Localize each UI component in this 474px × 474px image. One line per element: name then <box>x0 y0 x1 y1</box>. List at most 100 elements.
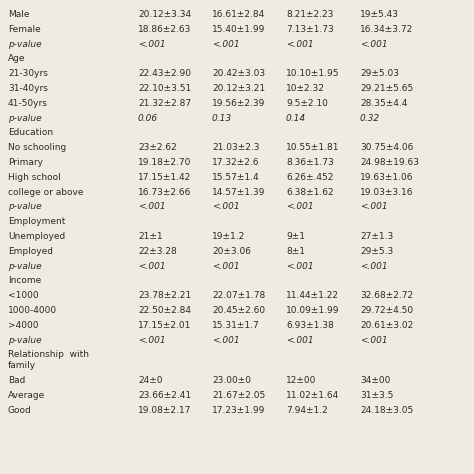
Text: 15.40±1.99: 15.40±1.99 <box>212 25 265 34</box>
Text: 19.08±2.17: 19.08±2.17 <box>138 406 191 415</box>
Text: 31-40yrs: 31-40yrs <box>8 84 48 93</box>
Text: 22.07±1.78: 22.07±1.78 <box>212 291 265 300</box>
Text: 20±3.06: 20±3.06 <box>212 247 251 256</box>
Text: 32.68±2.72: 32.68±2.72 <box>360 291 413 300</box>
Text: <1000: <1000 <box>8 291 38 300</box>
Text: 6.26±.452: 6.26±.452 <box>286 173 333 182</box>
Text: <.001: <.001 <box>138 40 165 49</box>
Text: 0.32: 0.32 <box>360 114 380 123</box>
Text: 9±1: 9±1 <box>286 232 305 241</box>
Text: p-value: p-value <box>8 114 42 123</box>
Text: 10.09±1.99: 10.09±1.99 <box>286 306 339 315</box>
Text: <.001: <.001 <box>212 40 240 49</box>
Text: 7.94±1.2: 7.94±1.2 <box>286 406 328 415</box>
Text: 8.21±2.23: 8.21±2.23 <box>286 10 333 19</box>
Text: 1000-4000: 1000-4000 <box>8 306 57 315</box>
Text: 15.31±1.7: 15.31±1.7 <box>212 321 260 330</box>
Text: 29±5.03: 29±5.03 <box>360 69 399 78</box>
Text: 22.50±2.84: 22.50±2.84 <box>138 306 191 315</box>
Text: 29±5.3: 29±5.3 <box>360 247 393 256</box>
Text: 31±3.5: 31±3.5 <box>360 391 393 400</box>
Text: 24.18±3.05: 24.18±3.05 <box>360 406 413 415</box>
Text: 23±2.62: 23±2.62 <box>138 143 177 152</box>
Text: college or above: college or above <box>8 188 83 197</box>
Text: <.001: <.001 <box>212 336 240 345</box>
Text: <.001: <.001 <box>212 262 240 271</box>
Text: 21.03±2.3: 21.03±2.3 <box>212 143 259 152</box>
Text: 12±00: 12±00 <box>286 376 316 385</box>
Text: <.001: <.001 <box>212 202 240 211</box>
Text: 20.61±3.02: 20.61±3.02 <box>360 321 413 330</box>
Text: Average: Average <box>8 391 45 400</box>
Text: 0.14: 0.14 <box>286 114 306 123</box>
Text: 19.03±3.16: 19.03±3.16 <box>360 188 413 197</box>
Text: 20.42±3.03: 20.42±3.03 <box>212 69 265 78</box>
Text: Female: Female <box>8 25 41 34</box>
Text: 20.12±3.34: 20.12±3.34 <box>138 10 191 19</box>
Text: Male: Male <box>8 10 29 19</box>
Text: 17.32±2.6: 17.32±2.6 <box>212 158 259 167</box>
Text: 21-30yrs: 21-30yrs <box>8 69 48 78</box>
Text: 30.75±4.06: 30.75±4.06 <box>360 143 413 152</box>
Text: 9.5±2.10: 9.5±2.10 <box>286 99 328 108</box>
Text: <.001: <.001 <box>286 262 314 271</box>
Text: 7.13±1.73: 7.13±1.73 <box>286 25 334 34</box>
Text: 21.32±2.87: 21.32±2.87 <box>138 99 191 108</box>
Text: Bad: Bad <box>8 376 26 385</box>
Text: 6.38±1.62: 6.38±1.62 <box>286 188 334 197</box>
Text: <.001: <.001 <box>360 40 388 49</box>
Text: No schooling: No schooling <box>8 143 66 152</box>
Text: 11.44±1.22: 11.44±1.22 <box>286 291 339 300</box>
Text: 0.06: 0.06 <box>138 114 158 123</box>
Text: 21±1: 21±1 <box>138 232 163 241</box>
Text: 14.57±1.39: 14.57±1.39 <box>212 188 265 197</box>
Text: >4000: >4000 <box>8 321 38 330</box>
Text: p-value: p-value <box>8 336 42 345</box>
Text: 41-50yrs: 41-50yrs <box>8 99 48 108</box>
Text: p-value: p-value <box>8 262 42 271</box>
Text: 11.02±1.64: 11.02±1.64 <box>286 391 339 400</box>
Text: 21.67±2.05: 21.67±2.05 <box>212 391 265 400</box>
Text: <.001: <.001 <box>360 336 388 345</box>
Text: 20.12±3.21: 20.12±3.21 <box>212 84 265 93</box>
Text: 16.34±3.72: 16.34±3.72 <box>360 25 413 34</box>
Text: <.001: <.001 <box>286 40 314 49</box>
Text: p-value: p-value <box>8 202 42 211</box>
Text: 24.98±19.63: 24.98±19.63 <box>360 158 419 167</box>
Text: 16.61±2.84: 16.61±2.84 <box>212 10 265 19</box>
Text: 16.73±2.66: 16.73±2.66 <box>138 188 191 197</box>
Text: 27±1.3: 27±1.3 <box>360 232 393 241</box>
Text: 20.45±2.60: 20.45±2.60 <box>212 306 265 315</box>
Text: 22.43±2.90: 22.43±2.90 <box>138 69 191 78</box>
Text: 19±5.43: 19±5.43 <box>360 10 399 19</box>
Text: <.001: <.001 <box>138 336 165 345</box>
Text: 17.15±1.42: 17.15±1.42 <box>138 173 191 182</box>
Text: 24±0: 24±0 <box>138 376 163 385</box>
Text: Employment: Employment <box>8 217 65 226</box>
Text: High school: High school <box>8 173 61 182</box>
Text: 29.21±5.65: 29.21±5.65 <box>360 84 413 93</box>
Text: 10.55±1.81: 10.55±1.81 <box>286 143 339 152</box>
Text: 10.10±1.95: 10.10±1.95 <box>286 69 339 78</box>
Text: <.001: <.001 <box>286 202 314 211</box>
Text: <.001: <.001 <box>360 202 388 211</box>
Text: Relationship  with
family: Relationship with family <box>8 350 89 370</box>
Text: <.001: <.001 <box>286 336 314 345</box>
Text: Education: Education <box>8 128 53 137</box>
Text: 22±3.28: 22±3.28 <box>138 247 177 256</box>
Text: 23.00±0: 23.00±0 <box>212 376 251 385</box>
Text: 19.18±2.70: 19.18±2.70 <box>138 158 191 167</box>
Text: 8.36±1.73: 8.36±1.73 <box>286 158 334 167</box>
Text: 18.86±2.63: 18.86±2.63 <box>138 25 191 34</box>
Text: 19.63±1.06: 19.63±1.06 <box>360 173 413 182</box>
Text: <.001: <.001 <box>360 262 388 271</box>
Text: 23.66±2.41: 23.66±2.41 <box>138 391 191 400</box>
Text: 23.78±2.21: 23.78±2.21 <box>138 291 191 300</box>
Text: 10±2.32: 10±2.32 <box>286 84 325 93</box>
Text: Employed: Employed <box>8 247 53 256</box>
Text: p-value: p-value <box>8 40 42 49</box>
Text: Good: Good <box>8 406 32 415</box>
Text: 19±1.2: 19±1.2 <box>212 232 245 241</box>
Text: 34±00: 34±00 <box>360 376 391 385</box>
Text: Unemployed: Unemployed <box>8 232 65 241</box>
